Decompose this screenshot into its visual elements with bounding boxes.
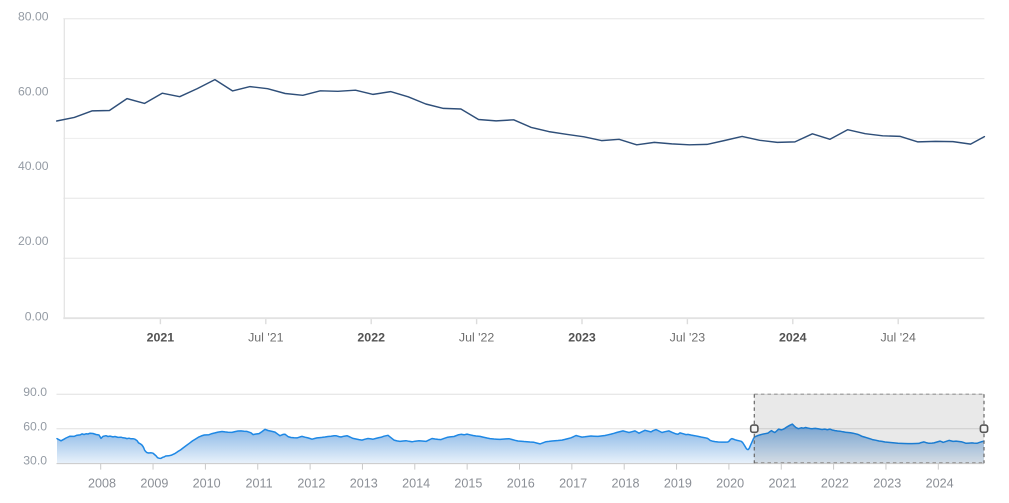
svg-text:Jul '23: Jul '23	[670, 331, 706, 345]
svg-text:2009: 2009	[140, 476, 168, 490]
svg-text:2017: 2017	[559, 476, 587, 490]
svg-text:Jul '24: Jul '24	[880, 331, 916, 345]
svg-text:Jul '22: Jul '22	[459, 331, 495, 345]
svg-text:90.0: 90.0	[23, 385, 47, 399]
svg-text:2021: 2021	[769, 476, 797, 490]
svg-text:2013: 2013	[350, 476, 378, 490]
svg-text:80.00: 80.00	[18, 10, 49, 24]
svg-text:2021: 2021	[147, 331, 175, 345]
svg-text:60.0: 60.0	[23, 420, 47, 434]
svg-text:2023: 2023	[568, 331, 596, 345]
svg-text:60.00: 60.00	[18, 84, 49, 98]
svg-text:2008: 2008	[88, 476, 116, 490]
svg-text:2011: 2011	[246, 476, 273, 490]
svg-text:2022: 2022	[821, 476, 849, 490]
svg-text:2019: 2019	[664, 476, 692, 490]
svg-text:2018: 2018	[611, 476, 639, 490]
svg-text:40.00: 40.00	[18, 159, 49, 173]
svg-text:2020: 2020	[716, 476, 744, 490]
svg-text:0.00: 0.00	[25, 310, 49, 324]
svg-text:30.0: 30.0	[23, 453, 47, 467]
svg-text:2022: 2022	[357, 331, 385, 345]
svg-text:2015: 2015	[454, 476, 482, 490]
svg-text:20.00: 20.00	[18, 234, 49, 248]
svg-text:2016: 2016	[507, 476, 535, 490]
svg-text:2024: 2024	[779, 331, 807, 345]
svg-text:2012: 2012	[297, 476, 325, 490]
svg-text:2024: 2024	[926, 476, 954, 490]
svg-text:2014: 2014	[402, 476, 430, 490]
svg-text:2010: 2010	[193, 476, 221, 490]
svg-text:Jul '21: Jul '21	[248, 331, 284, 345]
svg-text:2023: 2023	[873, 476, 901, 490]
